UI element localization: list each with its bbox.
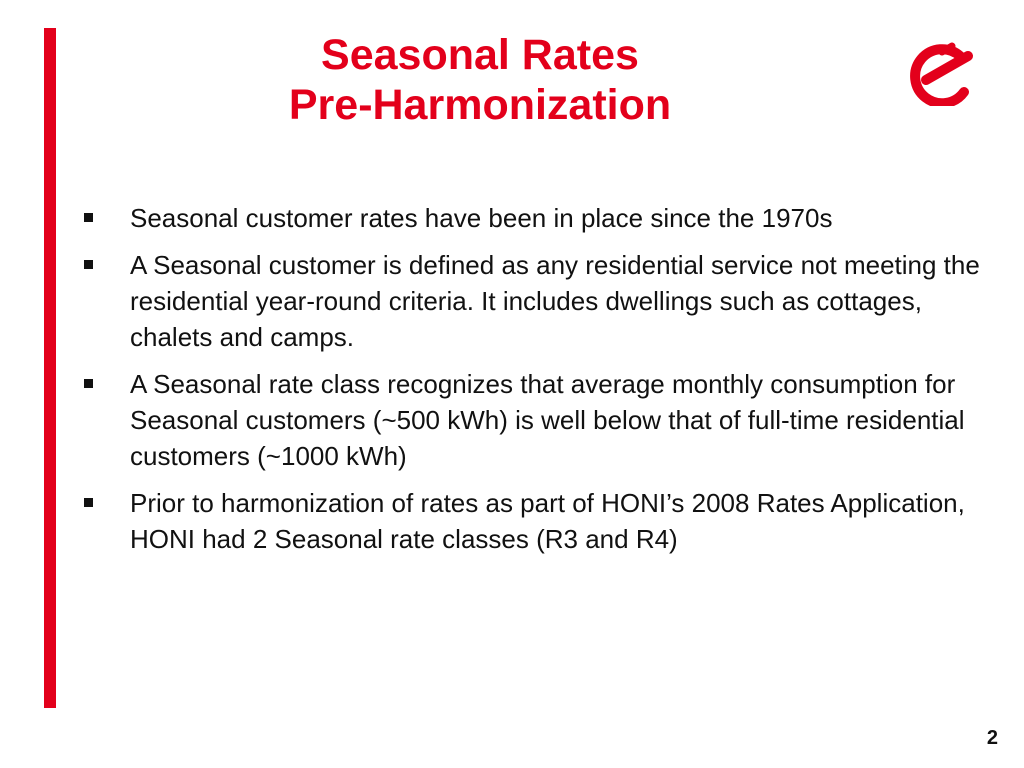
bullet-item: Prior to harmonization of rates as part … [84, 485, 984, 557]
left-accent-bar [44, 28, 56, 708]
page-number: 2 [986, 727, 998, 749]
slide-title-line-1: Seasonal Rates [321, 31, 639, 79]
square-bullet-icon [84, 213, 93, 222]
bullet-list: Seasonal customer rates have been in pla… [84, 200, 984, 568]
bullet-item: Seasonal customer rates have been in pla… [84, 200, 984, 236]
bullet-item: A Seasonal customer is defined as any re… [84, 247, 984, 355]
bullet-text: Seasonal customer rates have been in pla… [130, 203, 833, 233]
square-bullet-icon [84, 260, 93, 269]
bullet-text: A Seasonal rate class recognizes that av… [130, 369, 965, 471]
brand-logo-icon [898, 42, 978, 109]
bullet-text: A Seasonal customer is defined as any re… [130, 250, 980, 352]
bullet-item: A Seasonal rate class recognizes that av… [84, 366, 984, 474]
slide-title-line-2: Pre-Harmonization [288, 81, 672, 129]
square-bullet-icon [84, 379, 93, 388]
slide-title: Seasonal Rates Pre-Harmonization [160, 30, 800, 130]
square-bullet-icon [84, 498, 93, 507]
bullet-text: Prior to harmonization of rates as part … [130, 488, 965, 554]
